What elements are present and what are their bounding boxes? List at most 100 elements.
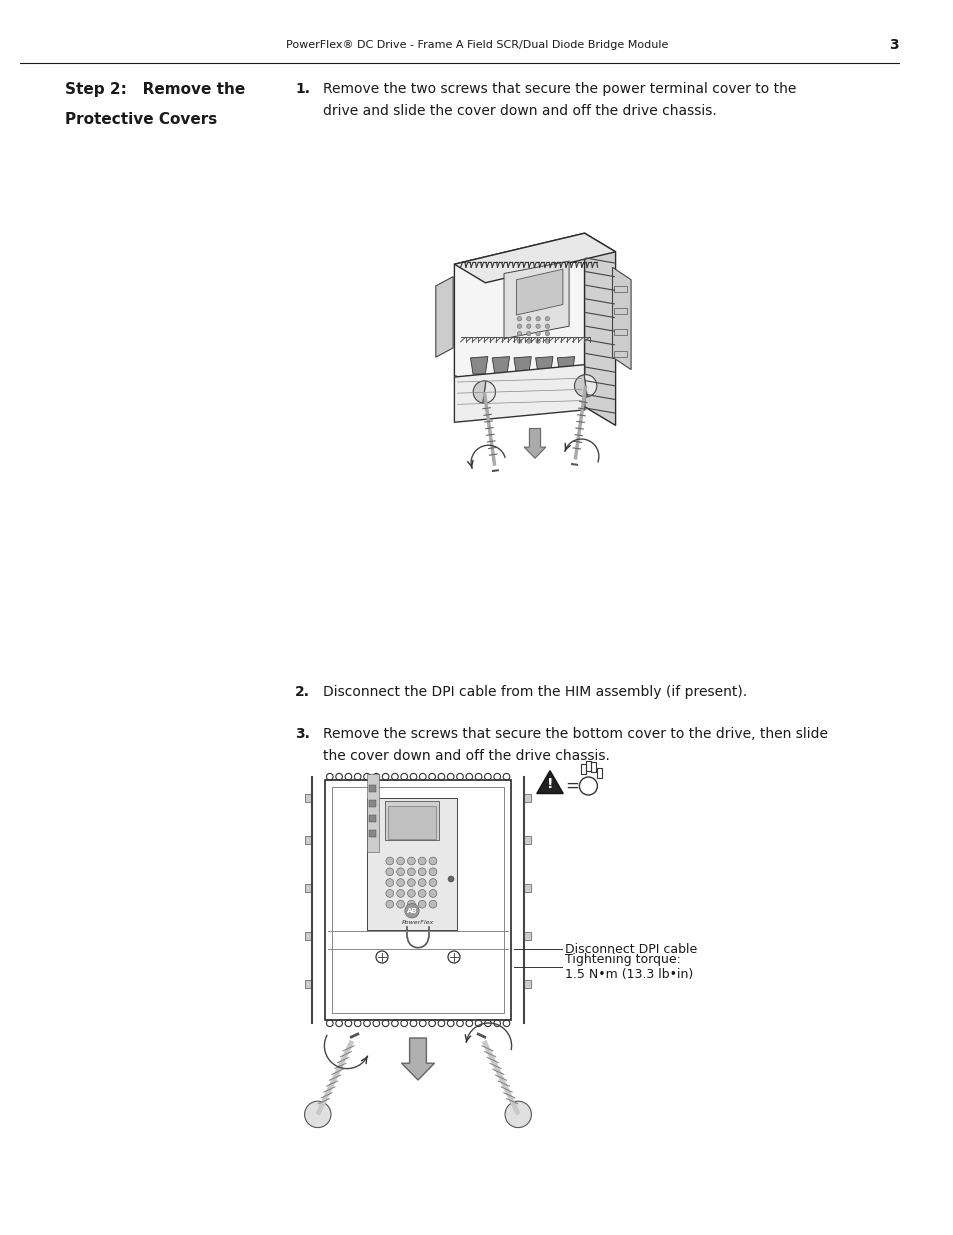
Wedge shape — [574, 374, 587, 396]
Circle shape — [396, 868, 404, 876]
Circle shape — [396, 889, 404, 898]
Bar — [614, 330, 626, 336]
Circle shape — [404, 904, 418, 918]
Text: PowerFlex® DC Drive - Frame A Field SCR/Dual Diode Bridge Module: PowerFlex® DC Drive - Frame A Field SCR/… — [286, 40, 667, 49]
Polygon shape — [537, 771, 562, 794]
Circle shape — [429, 878, 436, 887]
Text: drive and slide the cover down and off the drive chassis.: drive and slide the cover down and off t… — [323, 104, 716, 119]
Polygon shape — [612, 267, 631, 369]
FancyArrow shape — [401, 1037, 434, 1079]
Circle shape — [545, 316, 549, 321]
Bar — [304, 884, 312, 892]
Bar — [369, 830, 375, 837]
Circle shape — [386, 857, 394, 864]
Text: 2.: 2. — [294, 685, 310, 699]
Circle shape — [429, 889, 436, 898]
Bar — [304, 794, 312, 802]
Circle shape — [396, 878, 404, 887]
Polygon shape — [557, 357, 574, 374]
Polygon shape — [514, 357, 531, 374]
Circle shape — [396, 857, 404, 864]
Bar — [523, 794, 531, 802]
Circle shape — [407, 868, 415, 876]
Bar — [523, 836, 531, 844]
Circle shape — [526, 316, 531, 321]
Bar — [369, 815, 375, 823]
Polygon shape — [503, 261, 569, 338]
Circle shape — [417, 900, 426, 908]
Bar — [304, 981, 312, 988]
Bar — [304, 932, 312, 940]
Text: Disconnect the DPI cable from the HIM assembly (if present).: Disconnect the DPI cable from the HIM as… — [323, 685, 746, 699]
Circle shape — [304, 1102, 331, 1128]
Circle shape — [536, 338, 539, 343]
Circle shape — [517, 338, 521, 343]
Circle shape — [536, 324, 539, 329]
Text: !: ! — [546, 777, 553, 792]
FancyArrow shape — [523, 429, 545, 458]
Circle shape — [545, 338, 549, 343]
Circle shape — [407, 857, 415, 864]
Circle shape — [536, 331, 539, 336]
Circle shape — [545, 324, 549, 329]
Text: 1.: 1. — [294, 82, 310, 96]
Circle shape — [417, 868, 426, 876]
Text: the cover down and off the drive chassis.: the cover down and off the drive chassis… — [323, 748, 609, 763]
Text: 1.5 N•m (13.3 lb•in): 1.5 N•m (13.3 lb•in) — [564, 968, 693, 981]
Bar — [523, 981, 531, 988]
Circle shape — [448, 876, 454, 882]
Polygon shape — [584, 233, 615, 425]
Circle shape — [536, 316, 539, 321]
Circle shape — [386, 878, 394, 887]
Circle shape — [417, 857, 426, 864]
Circle shape — [429, 900, 436, 908]
Bar — [523, 932, 531, 940]
Polygon shape — [485, 374, 499, 387]
Polygon shape — [454, 233, 615, 283]
Text: Remove the screws that secure the bottom cover to the drive, then slide: Remove the screws that secure the bottom… — [323, 727, 827, 741]
Circle shape — [407, 900, 415, 908]
Circle shape — [517, 324, 521, 329]
Text: 3: 3 — [888, 38, 898, 52]
Circle shape — [417, 878, 426, 887]
Circle shape — [526, 324, 531, 329]
Text: Remove the two screws that secure the power terminal cover to the: Remove the two screws that secure the po… — [323, 82, 796, 96]
Circle shape — [517, 331, 521, 336]
Polygon shape — [505, 374, 519, 387]
Circle shape — [545, 331, 549, 336]
Circle shape — [517, 316, 521, 321]
Polygon shape — [436, 277, 453, 357]
Circle shape — [504, 1102, 531, 1128]
Text: PowerFlex: PowerFlex — [401, 920, 434, 925]
Text: Protective Covers: Protective Covers — [65, 112, 217, 127]
Circle shape — [386, 889, 394, 898]
Text: Step 2:   Remove the: Step 2: Remove the — [65, 82, 245, 98]
Circle shape — [386, 868, 394, 876]
Text: Disconnect DPI cable: Disconnect DPI cable — [564, 942, 697, 956]
Wedge shape — [583, 374, 597, 396]
Bar — [523, 884, 531, 892]
Polygon shape — [538, 774, 560, 792]
Bar — [388, 805, 436, 839]
Polygon shape — [516, 269, 562, 315]
Circle shape — [526, 338, 531, 343]
Circle shape — [386, 900, 394, 908]
Polygon shape — [454, 364, 584, 422]
Bar — [367, 774, 378, 852]
Polygon shape — [470, 357, 487, 374]
Circle shape — [417, 889, 426, 898]
Text: AB: AB — [406, 908, 416, 914]
Bar — [614, 285, 626, 293]
Polygon shape — [492, 357, 509, 374]
Bar — [304, 836, 312, 844]
Polygon shape — [454, 233, 584, 406]
Polygon shape — [544, 374, 559, 387]
Polygon shape — [465, 374, 480, 387]
Text: Tightening torque:: Tightening torque: — [564, 953, 680, 967]
Bar — [614, 351, 626, 357]
Bar — [325, 781, 511, 1020]
Bar — [369, 784, 375, 792]
Circle shape — [407, 889, 415, 898]
Bar — [369, 800, 375, 806]
Polygon shape — [564, 374, 579, 387]
